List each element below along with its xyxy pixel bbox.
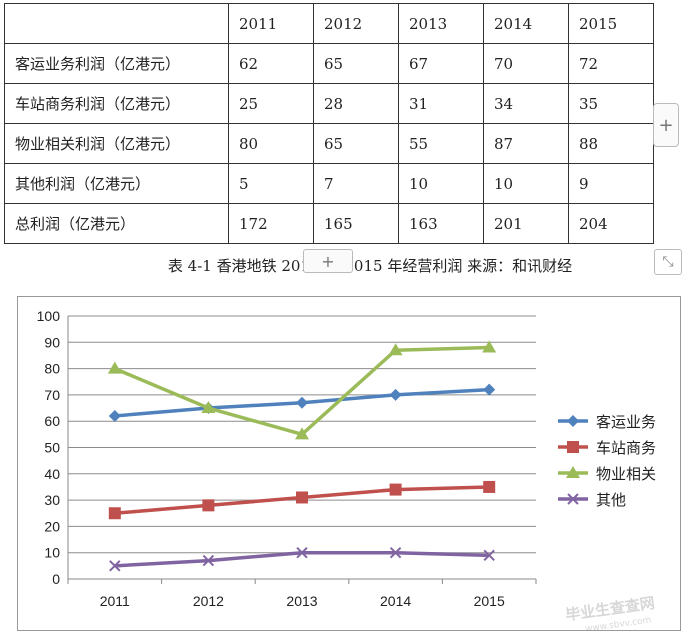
legend-label: 其他 — [596, 492, 626, 509]
data-point — [202, 499, 215, 512]
y-tick-label: 10 — [44, 545, 60, 561]
table-cell: 35 — [568, 83, 654, 124]
table-cell: 165 — [313, 203, 399, 244]
profit-table: 2011 2012 2013 2014 2015 客运业务利润（亿港元） 62 … — [4, 3, 654, 244]
table-cell: 7 — [313, 163, 399, 204]
table-header-row: 2011 2012 2013 2014 2015 — [4, 3, 654, 44]
resize-handle[interactable]: ⤡ — [654, 249, 682, 275]
legend-label: 客运业务 — [596, 414, 656, 431]
data-point — [202, 554, 215, 567]
table-header-year: 2015 — [568, 3, 654, 44]
data-point — [483, 480, 496, 493]
data-point — [389, 483, 402, 496]
data-point — [389, 546, 402, 559]
x-tick-label: 2015 — [474, 593, 505, 609]
data-point — [567, 441, 579, 453]
add-column-button[interactable]: + — [653, 103, 679, 147]
row-label: 车站商务利润（亿港元） — [4, 83, 229, 124]
plus-icon: + — [321, 251, 335, 271]
legend-label: 车站商务 — [596, 440, 656, 457]
data-point — [566, 466, 580, 478]
table-cell: 10 — [483, 163, 569, 204]
series-line — [114, 550, 490, 568]
table-cell: 65 — [313, 43, 399, 84]
row-label: 客运业务利润（亿港元） — [4, 43, 229, 84]
y-tick-label: 100 — [37, 308, 61, 324]
table-cell: 70 — [483, 43, 569, 84]
x-tick-label: 2013 — [286, 593, 317, 609]
row-label: 物业相关利润（亿港元） — [4, 123, 229, 164]
table-header-year: 2012 — [313, 3, 399, 44]
data-point — [296, 396, 308, 409]
data-point — [483, 549, 495, 562]
data-point — [108, 507, 121, 520]
table-row: 物业相关利润（亿港元） 80 65 55 87 88 — [4, 123, 654, 164]
table-cell: 34 — [483, 83, 569, 124]
data-point — [296, 546, 308, 559]
y-tick-label: 20 — [44, 518, 60, 534]
legend-label: 物业相关 — [596, 466, 656, 483]
y-tick-label: 90 — [44, 334, 60, 350]
y-tick-label: 30 — [44, 492, 60, 508]
data-point — [295, 427, 309, 440]
row-label: 总利润（亿港元） — [4, 203, 229, 244]
table-cell: 87 — [483, 123, 569, 164]
line-chart: 0 10 20 30 40 50 60 70 80 90 100 2011 2012 2013 2014 20… — [17, 296, 681, 631]
data-point — [107, 361, 122, 374]
data-point — [389, 388, 402, 401]
y-tick-label: 80 — [44, 361, 60, 377]
add-row-button[interactable]: + — [303, 249, 353, 273]
chart-svg: 0 10 20 30 40 50 60 70 80 90 100 2011 2012 2013 2014 20… — [37, 308, 656, 609]
table-cell: 163 — [398, 203, 484, 244]
data-point — [483, 383, 496, 396]
table-header-year: 2014 — [483, 3, 569, 44]
data-point — [109, 560, 121, 572]
table-cell: 28 — [313, 83, 399, 124]
table-cell: 10 — [398, 163, 484, 204]
table-row: 总利润（亿港元） 172 165 163 201 204 — [4, 203, 654, 244]
y-tick-label: 40 — [44, 466, 60, 482]
data-point — [108, 409, 121, 422]
table-cell: 172 — [228, 203, 314, 244]
x-tick-label: 2012 — [193, 593, 224, 609]
plus-icon: + — [658, 114, 674, 136]
table-cell: 25 — [228, 83, 314, 124]
table-cell: 80 — [228, 123, 314, 164]
table-caption: 表 4-1 香港地铁 2011 年-2015 年经营利润 来源：和讯财经 — [167, 257, 573, 275]
x-tick-label: 2011 — [100, 593, 130, 609]
y-tick-label: 0 — [52, 571, 60, 587]
table-row: 车站商务利润（亿港元） 25 28 31 34 35 — [4, 83, 654, 124]
table-cell: 72 — [568, 43, 654, 84]
table-cell: 65 — [313, 123, 399, 164]
table-cell: 67 — [398, 43, 484, 84]
y-tick-label: 50 — [44, 440, 60, 456]
resize-icon: ⤡ — [662, 254, 674, 270]
data-point — [567, 415, 579, 427]
table-cell: 5 — [228, 163, 314, 204]
table-header-year: 2011 — [228, 3, 314, 44]
row-label: 其他利润（亿港元） — [4, 163, 229, 204]
table-header-blank — [4, 3, 229, 44]
data-point — [201, 401, 216, 414]
table-header-year: 2013 — [398, 3, 484, 44]
table-cell: 62 — [228, 43, 314, 84]
table-row: 客运业务利润（亿港元） 62 65 67 70 72 — [4, 43, 654, 84]
table-row: 其他利润（亿港元） 5 7 10 10 9 — [4, 163, 654, 204]
data-point — [567, 493, 579, 505]
table-cell: 201 — [483, 203, 569, 244]
y-tick-label: 70 — [44, 387, 60, 403]
table-cell: 31 — [398, 83, 484, 124]
data-point — [388, 343, 403, 356]
data-point — [482, 340, 497, 353]
table-cell: 88 — [568, 123, 654, 164]
y-tick-label: 60 — [44, 413, 60, 429]
table-cell: 55 — [398, 123, 484, 164]
x-tick-label: 2014 — [380, 593, 411, 609]
table-cell: 9 — [568, 163, 654, 204]
data-point — [296, 491, 308, 504]
table-cell: 204 — [568, 203, 654, 244]
